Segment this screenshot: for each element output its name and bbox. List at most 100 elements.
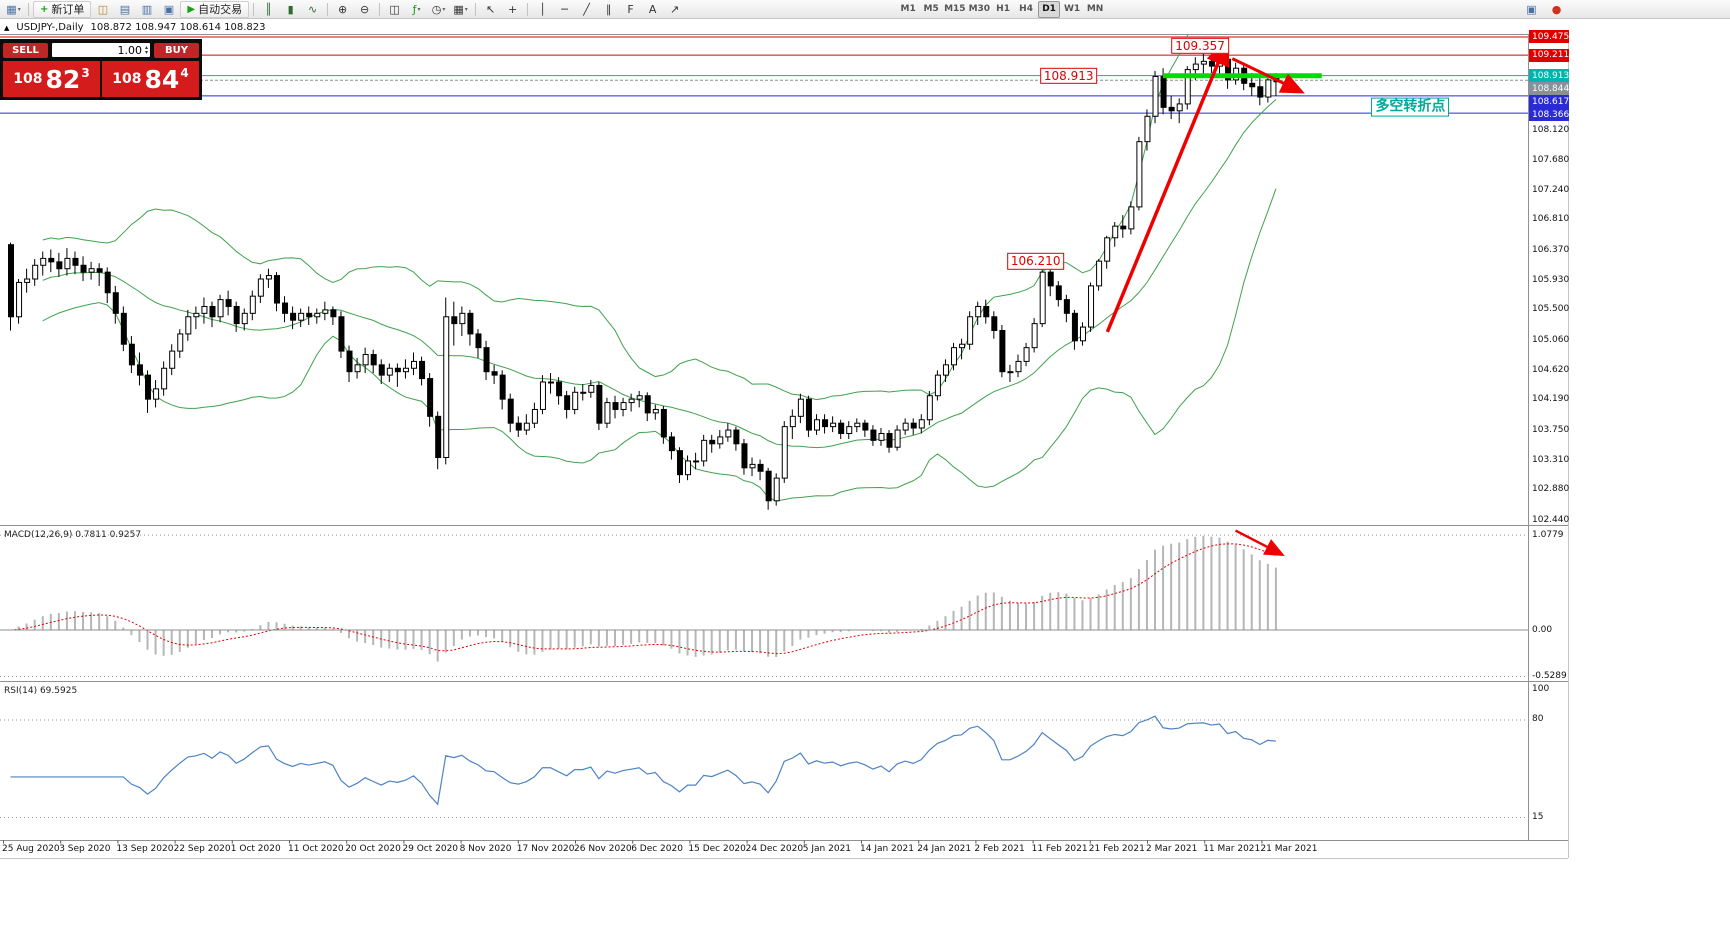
annotation-box[interactable]: 109.357 bbox=[1171, 37, 1229, 54]
volume-input[interactable]: 1.00 ▴ ▾ bbox=[52, 43, 150, 57]
time-axis-label: 22 Sep 2020 bbox=[173, 844, 231, 854]
tile-windows-icon[interactable]: ◫ bbox=[389, 2, 400, 16]
bid-price-pips: 82 bbox=[45, 64, 81, 94]
timeframe-button-h4[interactable]: H4 bbox=[1019, 4, 1033, 14]
time-axis-label: 2 Mar 2021 bbox=[1146, 844, 1198, 854]
zoom-out-icon[interactable]: ⊖ bbox=[359, 2, 370, 16]
timeframe-button-w1[interactable]: W1 bbox=[1063, 4, 1081, 14]
indicators-icon[interactable]: ƒ bbox=[406, 0, 427, 18]
bid-price-prefix: 108 bbox=[13, 71, 43, 87]
price-axis-label: 103.310 bbox=[1532, 454, 1570, 465]
time-axis-label: 24 Jan 2021 bbox=[917, 844, 972, 854]
bid-price[interactable]: 108 82 3 bbox=[3, 61, 100, 97]
fibonacci-icon[interactable]: F bbox=[627, 2, 634, 16]
one-click-trading-panel: SELL 1.00 ▴ ▾ BUY 108 82 3 108 84 4 bbox=[0, 39, 202, 100]
new-order-button[interactable]: + 新订单 bbox=[33, 0, 92, 18]
price-tag: 109.475 bbox=[1529, 30, 1569, 44]
terminal-icon[interactable]: ▣ bbox=[163, 2, 175, 16]
templates-icon[interactable]: ▦ bbox=[450, 0, 471, 18]
arrow-object-icon[interactable]: ↗ bbox=[669, 2, 680, 16]
time-axis-label: 26 Nov 2020 bbox=[574, 844, 632, 854]
time-axis-label: 3 Sep 2020 bbox=[59, 844, 111, 854]
toolbar-separator bbox=[379, 2, 381, 16]
chart-title-symbol: USDJPY-,Daily bbox=[16, 22, 84, 33]
time-axis-label: 6 Dec 2020 bbox=[631, 844, 683, 854]
timeframe-button-m5[interactable]: M5 bbox=[923, 4, 939, 14]
chart-title: ▲ USDJPY-,Daily 108.872 108.947 108.614 … bbox=[4, 21, 265, 34]
timeframe-button-m30[interactable]: M30 bbox=[968, 4, 991, 14]
toolbar-right-group: ▣ ● bbox=[1521, 0, 1567, 18]
timeframe-button-mn[interactable]: MN bbox=[1086, 4, 1104, 14]
bid-price-point: 3 bbox=[81, 66, 90, 80]
line-chart-type-icon[interactable]: ∿ bbox=[307, 2, 318, 16]
toolbar-separator bbox=[327, 2, 329, 16]
trendline-icon[interactable]: ╱ bbox=[583, 2, 590, 16]
price-tag: 108.913 bbox=[1529, 69, 1569, 83]
spinner-down-icon[interactable]: ▾ bbox=[144, 49, 148, 56]
annotation-box[interactable]: 106.210 bbox=[1006, 252, 1065, 270]
docking-icon[interactable]: ▣ bbox=[1526, 2, 1537, 16]
macd-axis-label: 0.00 bbox=[1532, 624, 1553, 635]
candlestick-chart-type-icon[interactable]: ▮ bbox=[287, 2, 294, 16]
market-watch-icon[interactable]: ◫ bbox=[97, 2, 109, 16]
time-axis-label: 20 Oct 2020 bbox=[345, 844, 401, 854]
crosshair-icon[interactable]: + bbox=[507, 2, 518, 16]
price-tag: 108.366 bbox=[1529, 108, 1569, 122]
price-axis-label: 102.880 bbox=[1532, 484, 1570, 495]
navigator-icon[interactable]: ▥ bbox=[141, 2, 153, 16]
time-axis-label: 17 Nov 2020 bbox=[516, 844, 575, 854]
time-axis-label: 29 Oct 2020 bbox=[402, 844, 459, 854]
cursor-icon[interactable]: ↖ bbox=[485, 2, 496, 16]
price-tag: 109.211 bbox=[1529, 48, 1569, 62]
zoom-in-icon[interactable]: ⊕ bbox=[337, 2, 348, 16]
annotation-box[interactable]: 108.913 bbox=[1039, 67, 1098, 85]
macd-axis-label: 1.0779 bbox=[1532, 529, 1564, 540]
price-axis-label: 106.370 bbox=[1532, 244, 1570, 255]
time-axis-label: 1 Oct 2020 bbox=[230, 844, 281, 854]
periods-icon[interactable]: ◷ bbox=[428, 0, 449, 18]
timeframe-button-d1[interactable]: D1 bbox=[1038, 0, 1061, 18]
price-axis-label: 107.240 bbox=[1532, 184, 1570, 195]
autotrading-button[interactable]: ▶ 自动交易 bbox=[180, 0, 250, 18]
toolbar-separator bbox=[475, 2, 477, 16]
timeframe-button-h1[interactable]: H1 bbox=[996, 4, 1010, 14]
price-axis-label: 103.750 bbox=[1532, 424, 1570, 435]
text-label-icon[interactable]: A bbox=[648, 2, 657, 16]
ask-price-prefix: 108 bbox=[112, 71, 142, 87]
volume-value: 1.00 bbox=[117, 43, 142, 57]
timeframe-button-m15[interactable]: M15 bbox=[944, 4, 966, 14]
horizontal-line-icon[interactable]: ─ bbox=[561, 2, 568, 16]
price-tag: 108.617 bbox=[1529, 95, 1569, 109]
price-axis-label: 107.680 bbox=[1532, 154, 1570, 165]
new-order-button-label: 新订单 bbox=[51, 3, 85, 16]
price-axis-label: 105.930 bbox=[1532, 274, 1570, 285]
bar-chart-type-icon[interactable]: ║ bbox=[265, 2, 272, 16]
toolbar-separator bbox=[253, 2, 255, 16]
buy-button[interactable]: BUY bbox=[154, 42, 199, 58]
timeframe-button-m1[interactable]: M1 bbox=[900, 4, 916, 14]
autotrading-button-label: 自动交易 bbox=[198, 3, 243, 16]
time-axis-label: 21 Mar 2021 bbox=[1260, 844, 1318, 854]
time-axis-label: 13 Sep 2020 bbox=[116, 844, 174, 854]
macd-axis-label: -0.5289 bbox=[1532, 671, 1567, 682]
channel-icon[interactable]: ∥ bbox=[605, 2, 612, 16]
alert-icon[interactable]: ● bbox=[1551, 2, 1562, 16]
data-window-icon[interactable]: ▤ bbox=[119, 2, 131, 16]
rsi-indicator-label: RSI(14) 69.5925 bbox=[4, 686, 78, 696]
vertical-line-icon[interactable]: │ bbox=[539, 2, 546, 16]
time-axis-label: 25 Aug 2020 bbox=[2, 844, 60, 854]
rsi-axis-label: 100 bbox=[1532, 684, 1550, 695]
volume-spinner[interactable]: ▴ ▾ bbox=[144, 45, 148, 56]
time-axis-label: 2 Feb 2021 bbox=[974, 844, 1025, 854]
price-axis-label: 104.620 bbox=[1532, 364, 1570, 375]
sell-button[interactable]: SELL bbox=[3, 42, 48, 58]
chart-title-ohlc: 108.872 108.947 108.614 108.823 bbox=[90, 22, 266, 33]
charts-menu-icon[interactable]: ▦ bbox=[3, 0, 24, 18]
time-axis-label: 21 Feb 2021 bbox=[1088, 844, 1145, 854]
time-axis-label: 11 Oct 2020 bbox=[288, 844, 344, 854]
annotation-box[interactable]: 多空转折点 bbox=[1371, 97, 1450, 117]
price-axis-label: 108.120 bbox=[1532, 124, 1570, 135]
ask-price[interactable]: 108 84 4 bbox=[102, 61, 199, 97]
